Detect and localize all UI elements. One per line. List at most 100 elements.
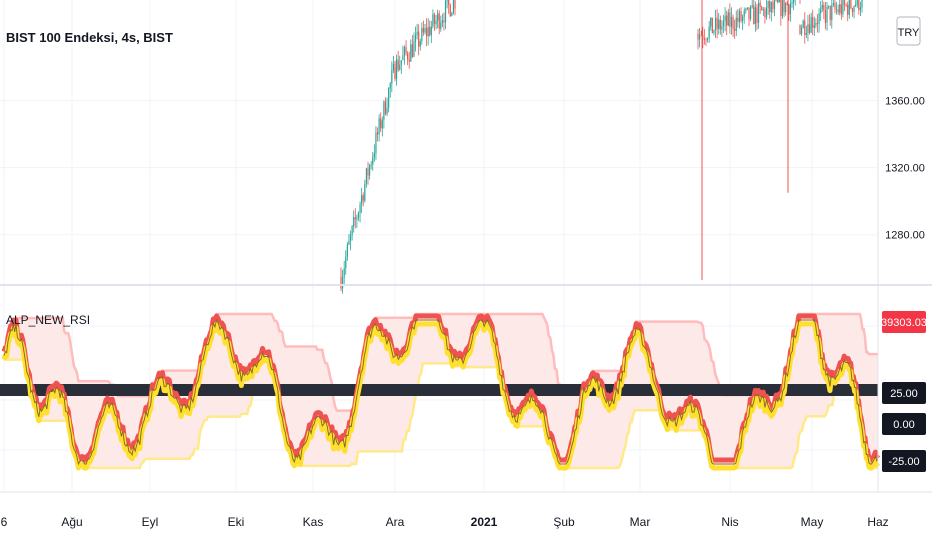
candle-body-2-42 (764, 9, 766, 18)
candle-body-1-17 (421, 27, 423, 42)
candle-body-3-37 (858, 0, 860, 11)
candle-body-0-31 (389, 83, 391, 89)
candle-body-3-1 (800, 27, 803, 35)
candle-body-2-40 (761, 6, 763, 11)
candle-body-2-15 (721, 25, 723, 30)
rsi-band-fill (4, 314, 878, 468)
time-tick-label-3: Eki (228, 515, 245, 529)
candle-body-0-17 (367, 168, 369, 176)
candle-body-3-0 (799, 25, 801, 35)
candle-body-3-6 (808, 24, 811, 33)
time-tick-label-4: Kas (303, 515, 324, 529)
indicator-badge-2 (882, 413, 926, 435)
candle-body-1-29 (440, 22, 442, 29)
candle-body-2-34 (751, 5, 753, 7)
candle-body-1-22 (429, 26, 431, 36)
indicator-badge-label-0: 39303.03 (881, 317, 927, 329)
candle-body-2-37 (756, 7, 758, 23)
candle-body-0-19 (370, 164, 372, 166)
candle-body-2-8 (710, 17, 712, 27)
candle-body-0-22 (375, 132, 377, 154)
time-tick-label-6: 2021 (471, 515, 498, 529)
symbol-title[interactable]: BIST 100 Endeksi, 4s, BIST (6, 30, 173, 45)
candle-body-2-59 (791, 2, 793, 4)
candle-body-2-57 (788, 4, 790, 15)
candle-body-1-5 (402, 55, 404, 61)
candle-body-3-18 (828, 5, 830, 7)
candle-body-0-25 (380, 118, 382, 129)
candle-body-1-15 (418, 31, 420, 47)
candle-body-0-20 (372, 157, 374, 165)
time-axis[interactable]: 6 Ağu Eyl Eki Kas Ara 2021 Şub Mar Nis May Haz (1, 515, 889, 529)
candle-body-0-24 (378, 118, 380, 135)
candle-body-0-3 (345, 257, 347, 269)
price-axis[interactable]: 1360.00 1320.00 1280.00 (885, 96, 925, 242)
candle-body-0-2 (343, 268, 345, 278)
candle-body-0-6 (349, 235, 352, 241)
candle-body-0-8 (353, 217, 355, 227)
candle-body-1-38 (454, 0, 456, 9)
candle-body-0-33 (392, 63, 395, 71)
candle-body-3-24 (837, 9, 839, 13)
candle-body-3-11 (816, 22, 819, 24)
candle-body-2-1 (698, 34, 701, 40)
indicator-title[interactable]: ALP_NEW_RSI (6, 313, 90, 327)
candle-body-2-58 (789, 3, 792, 15)
candle-body-0-15 (364, 183, 366, 201)
candle-body-2-24 (735, 17, 737, 31)
candle-body-1-2 (397, 59, 399, 70)
time-tick-label-2: Eyl (142, 515, 159, 529)
candle-body-2-38 (757, 2, 760, 23)
candle-body-2-53 (781, 0, 784, 17)
candle-body-3-21 (832, 3, 834, 5)
price-tick-label-2: 1280.00 (885, 230, 925, 242)
candle-body-0-30 (388, 88, 390, 108)
candle-body-3-36 (856, 0, 858, 5)
candle-body-3-22 (834, 3, 836, 10)
indicator-axis[interactable]: 39303.03 25.00 0.00 -25.00 (881, 311, 927, 472)
candle-body-2-12 (716, 17, 718, 29)
candle-body-2-41 (762, 9, 764, 11)
currency-button[interactable]: TRY (896, 16, 921, 46)
candle-body-1-9 (408, 59, 410, 62)
candle-body-3-16 (824, 10, 827, 23)
candle-body-3-28 (843, 0, 846, 5)
candle-body-1-31 (443, 20, 445, 23)
rsi-line-upper (1, 313, 881, 463)
candle-body-0-1 (341, 277, 344, 289)
candle-body-2-47 (772, 2, 774, 9)
rsi-band-low (4, 358, 878, 470)
time-tick-label-8: Mar (630, 515, 651, 529)
candle-body-1-0 (394, 67, 396, 79)
candle-body-2-5 (705, 39, 707, 41)
candle-body-1-7 (405, 47, 407, 54)
candle-body-2-31 (746, 7, 749, 9)
candle-body-2-30 (745, 8, 747, 11)
candle-body-3-7 (810, 17, 812, 33)
candle-body-2-23 (734, 28, 736, 31)
indicator-badge-label-2: 0.00 (893, 419, 914, 431)
indicator-badge-1 (882, 382, 926, 404)
candle-body-1-1 (395, 59, 398, 79)
zero-line-band (0, 384, 878, 396)
candle-body-2-13 (718, 19, 720, 29)
candle-body-2-46 (770, 2, 772, 13)
candle-body-1-32 (444, 0, 447, 23)
candle-body-2-60 (793, 0, 795, 3)
candle-body-1-21 (427, 26, 429, 37)
candle-body-2-39 (759, 2, 761, 7)
time-tick-label-7: Şub (553, 515, 575, 529)
candle-body-3-13 (820, 9, 822, 14)
candle-body-1-10 (410, 44, 412, 62)
candle-body-0-29 (386, 107, 388, 114)
indicator-badge-label-1: 25.00 (890, 388, 918, 400)
candle-body-1-34 (448, 0, 450, 5)
time-tick-label-11: Haz (867, 515, 888, 529)
price-tick-label-1: 1320.00 (885, 163, 925, 175)
candle-body-2-56 (786, 3, 788, 5)
candle-body-0-27 (383, 101, 385, 121)
candle-body-2-44 (767, 0, 769, 8)
time-tick-label-10: May (801, 515, 824, 529)
candle-body-0-11 (357, 212, 360, 218)
